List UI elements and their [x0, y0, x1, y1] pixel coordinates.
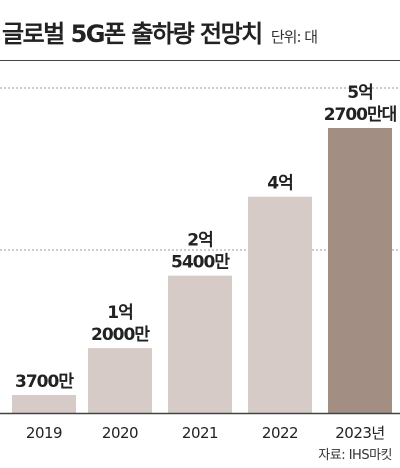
data-label-2020-0: 1억 [107, 303, 132, 323]
unit-label: 단위: 대 [270, 28, 318, 46]
x-tick-label-2021: 2021 [182, 424, 218, 442]
data-label-2023년-1: 2700만대 [324, 105, 397, 125]
bar-2020 [88, 348, 152, 413]
bar-2021 [168, 275, 232, 413]
bar-2019 [12, 395, 76, 413]
bar-2022 [248, 196, 312, 413]
title-divider [0, 60, 400, 61]
chart-title: 글로벌 5G폰 출하량 전망치 [2, 20, 263, 48]
x-tick-label-2022: 2022 [262, 424, 298, 442]
title-row: 글로벌 5G폰 출하량 전망치 단위: 대 [2, 14, 318, 49]
bar-2023년 [328, 128, 392, 413]
data-label-2019-0: 3700만 [15, 372, 74, 392]
x-tick-label-2020: 2020 [102, 424, 138, 442]
data-label-2021-1: 5400만 [171, 253, 230, 273]
data-label-2021-0: 2억 [187, 231, 212, 251]
data-label-2020-1: 2000만 [91, 325, 150, 345]
data-label-2022-0: 4억 [267, 174, 292, 194]
x-tick-label-2023년: 2023년 [335, 424, 384, 442]
x-tick-label-2019: 2019 [26, 424, 62, 442]
data-label-2023년-0: 5억 [347, 83, 372, 103]
source-note: 자료: IHS마킷 [318, 448, 392, 463]
